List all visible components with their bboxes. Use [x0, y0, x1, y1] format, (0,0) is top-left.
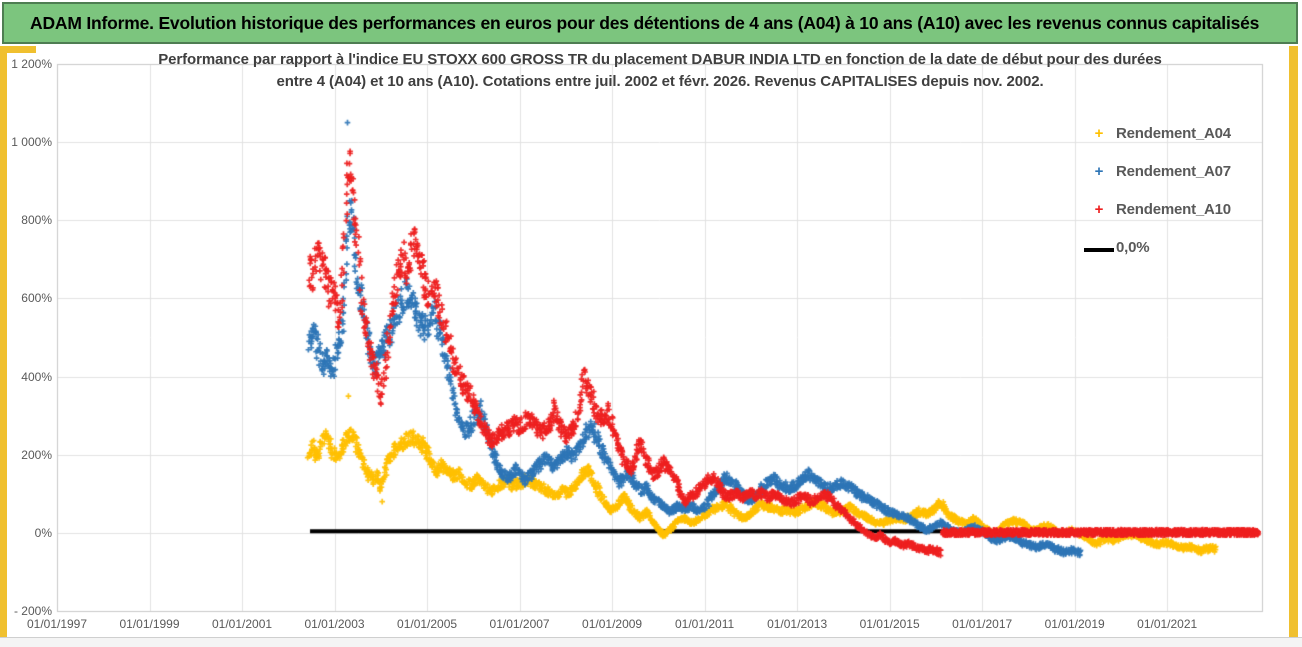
x-axis-label: 01/01/1997	[26, 617, 88, 631]
plus-marker-icon: +	[1094, 162, 1104, 180]
chart-title: Performance par rapport à l'indice EU ST…	[145, 49, 1175, 93]
plus-marker-icon: +	[1094, 200, 1104, 218]
legend-item-rendement-a07[interactable]: + Rendement_A07	[1082, 152, 1232, 190]
zero-line-swatch	[1082, 240, 1116, 255]
x-axis-label: 01/01/2009	[582, 617, 643, 631]
x-axis-label: 01/01/2007	[489, 617, 550, 631]
y-axis-label: 1 200%	[11, 57, 52, 71]
y-axis-label: 800%	[21, 213, 52, 228]
y-axis-label: - 200%	[13, 604, 52, 618]
x-axis-label: 01/01/2011	[675, 617, 735, 631]
chart-title-line2: entre 4 (A04) et 10 ans (A10). Cotations…	[276, 73, 1044, 90]
x-axis-label: 01/01/2019	[1044, 617, 1105, 631]
y-axis-label: 400%	[21, 369, 52, 384]
y-axis-label: 1 000%	[11, 135, 52, 150]
legend-label: 0,0%	[1116, 238, 1150, 256]
legend-label: Rendement_A07	[1116, 162, 1231, 180]
y-axis-label: 200%	[21, 447, 52, 462]
x-axis-label: 01/01/2017	[952, 617, 1013, 631]
chart-title-line1: Performance par rapport à l'indice EU ST…	[158, 51, 1162, 68]
x-axis-label: 01/01/1999	[119, 617, 180, 631]
x-axis-label: 01/01/2013	[767, 617, 828, 631]
chart-legend: + Rendement_A04 + Rendement_A07 + Rendement_A…	[1082, 114, 1231, 266]
x-axis-label: 01/01/2005	[397, 617, 458, 631]
legend-label: Rendement_A10	[1116, 200, 1231, 218]
x-axis-label: 01/01/2003	[304, 617, 365, 631]
y-axis-label: 600%	[21, 291, 52, 306]
plus-marker-icon: +	[1094, 124, 1104, 142]
legend-label: Rendement_A04	[1116, 124, 1231, 142]
legend-item-0-0-[interactable]: 0,0%	[1082, 228, 1231, 266]
x-axis-label: 01/01/2001	[211, 617, 273, 631]
x-axis-label: 01/01/2021	[1137, 617, 1198, 631]
legend-item-rendement-a10[interactable]: + Rendement_A10	[1082, 190, 1232, 228]
legend-item-rendement-a04[interactable]: + Rendement_A04	[1082, 114, 1232, 152]
y-axis-label: 0%	[34, 525, 52, 540]
x-axis-label: 01/01/2015	[859, 617, 920, 631]
